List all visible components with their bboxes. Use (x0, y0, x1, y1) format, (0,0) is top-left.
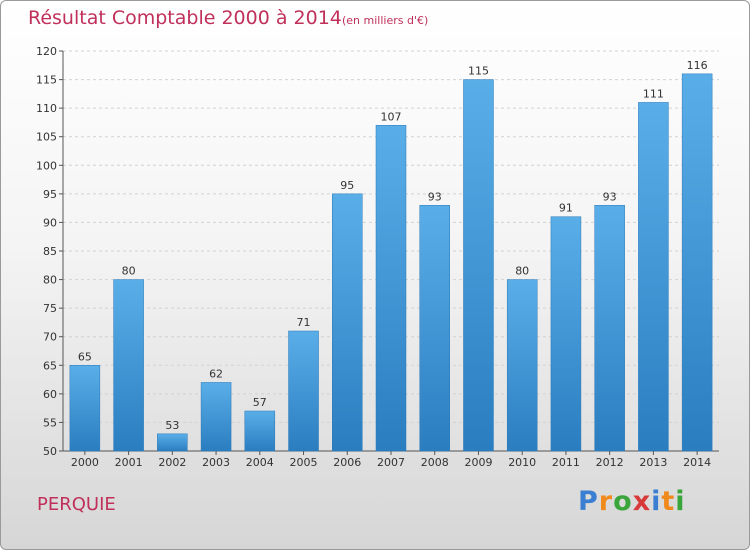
bar (69, 365, 101, 452)
logo-letter: x (632, 486, 652, 517)
data-label: 80 (122, 265, 136, 278)
bar (638, 102, 669, 452)
data-label: 116 (687, 59, 708, 72)
x-tick-label: 2007 (377, 456, 405, 469)
y-tick-label: 120 (36, 45, 57, 58)
y-tick-label: 95 (43, 188, 57, 201)
logo-letter: t (661, 486, 676, 517)
chart-subtitle: (en milliers d'€) (342, 14, 429, 27)
data-label: 111 (643, 87, 664, 100)
logo-letter: r (598, 486, 614, 517)
bar (332, 193, 363, 452)
x-tick-label: 2013 (639, 456, 667, 469)
bar (550, 216, 582, 452)
y-tick-label: 90 (43, 216, 57, 229)
y-tick-label: 115 (36, 74, 57, 87)
x-tick-label: 2009 (464, 456, 492, 469)
bar (681, 73, 713, 452)
logo-letter: o (613, 486, 633, 517)
x-tick-label: 2014 (683, 456, 711, 469)
data-label: 62 (209, 367, 223, 380)
data-label: 57 (253, 396, 267, 409)
data-label: 80 (515, 265, 529, 278)
bar (463, 79, 494, 452)
y-tick-label: 55 (43, 416, 57, 429)
bar (113, 279, 144, 452)
data-label: 65 (78, 350, 92, 363)
bar (506, 279, 538, 452)
x-tick-label: 2002 (158, 456, 186, 469)
y-tick-label: 65 (43, 359, 57, 372)
data-label: 53 (165, 419, 179, 432)
logo-letter: i (675, 486, 686, 517)
bar (200, 382, 232, 452)
x-tick-label: 2001 (115, 456, 143, 469)
data-label: 95 (340, 179, 354, 192)
data-label: 91 (559, 202, 573, 215)
logo-letter: P (578, 486, 599, 517)
chart-title: Résultat Comptable 2000 à 2014 (28, 7, 342, 29)
x-tick-label: 2011 (552, 456, 580, 469)
y-tick-label: 100 (36, 159, 57, 172)
x-tick-label: 2012 (596, 456, 624, 469)
x-tick-label: 2006 (333, 456, 361, 469)
x-tick-label: 2004 (246, 456, 274, 469)
bar (419, 205, 450, 452)
bar (375, 125, 407, 452)
data-label: 71 (297, 316, 311, 329)
data-label: 115 (468, 65, 489, 78)
y-tick-label: 60 (43, 388, 57, 401)
y-tick-label: 50 (43, 445, 57, 458)
x-tick-label: 2008 (421, 456, 449, 469)
place-name: PERQUIE (37, 494, 116, 515)
y-tick-label: 85 (43, 245, 57, 258)
y-tick-label: 110 (36, 102, 57, 115)
logo-letter: i (651, 486, 662, 517)
bar (594, 205, 625, 452)
x-tick-label: 2010 (508, 456, 536, 469)
data-label: 107 (381, 110, 402, 123)
proxiti-logo[interactable]: Proxiti (578, 486, 686, 517)
y-tick-label: 80 (43, 274, 57, 287)
y-tick-label: 70 (43, 331, 57, 344)
y-tick-label: 105 (36, 131, 57, 144)
bar (244, 410, 276, 452)
y-tick-label: 75 (43, 302, 57, 315)
x-tick-label: 2003 (202, 456, 230, 469)
bar (288, 330, 319, 452)
x-tick-label: 2005 (290, 456, 318, 469)
x-tick-label: 2000 (71, 456, 99, 469)
data-label: 93 (428, 190, 442, 203)
bar (157, 433, 188, 452)
data-label: 93 (603, 190, 617, 203)
